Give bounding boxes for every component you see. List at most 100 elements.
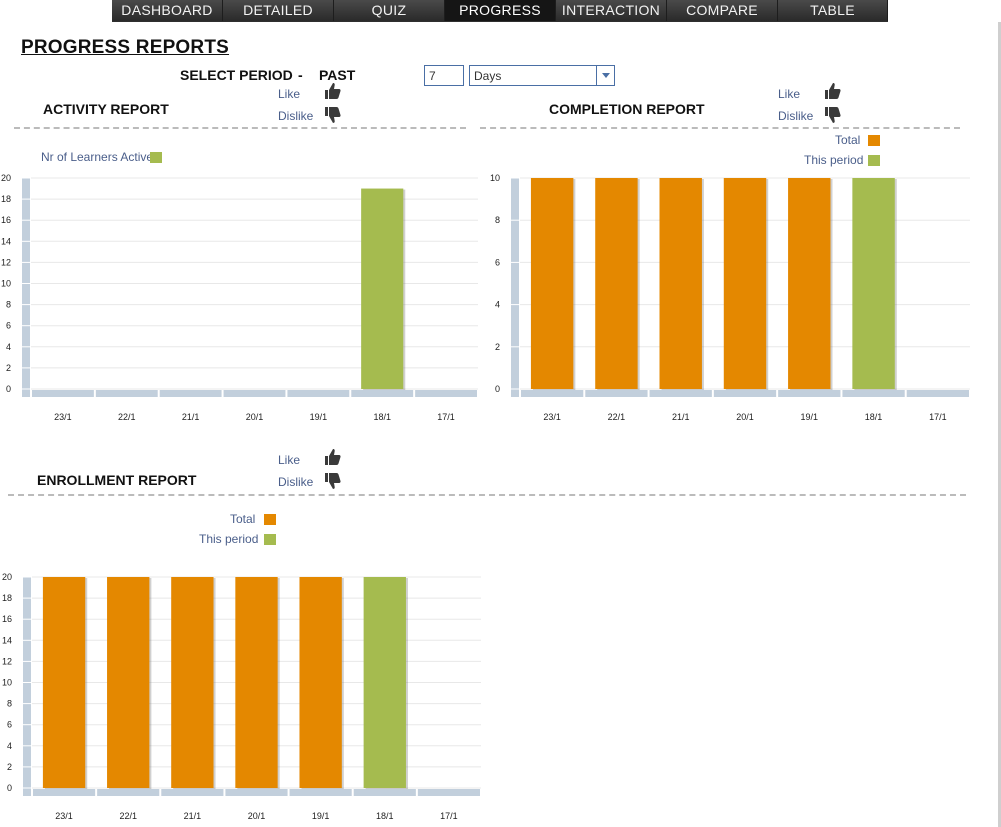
tab-progress[interactable]: PROGRESS [445, 0, 556, 21]
bar [363, 577, 406, 788]
x-tick-label: 17/1 [437, 412, 455, 422]
thumbs-down-icon[interactable] [323, 471, 343, 491]
y-tick-label: 10 [490, 173, 500, 183]
x-axis-segment [906, 390, 969, 397]
x-axis-segment [649, 390, 712, 397]
x-axis-segment [97, 789, 160, 796]
bar [723, 178, 767, 389]
enrollment-chart: 0 2 4 6 8 10 12 14 16 18 20 23/1 22/1 21/1 20/1 19/1 18/… [0, 568, 490, 827]
x-tick-label: 23/1 [55, 811, 73, 821]
right-edge-border [998, 22, 1001, 827]
enrollment-legend-period-swatch [264, 534, 276, 545]
chart-svg: 0 2 4 6 8 10 23/1 22/1 21/1 20/1 19/1 18/1 17/1 [490, 173, 970, 422]
x-tick-label: 22/1 [118, 412, 136, 422]
x-tick-label: 18/1 [376, 811, 394, 821]
y-tick-label: 10 [1, 279, 11, 289]
completion-legend-total-swatch [868, 135, 880, 146]
activity-chart: 0 2 4 6 8 10 12 14 16 18 20 23/1 22/1 21/1 20/1 19/1 18/… [0, 170, 490, 430]
completion-divider [480, 127, 960, 129]
y-tick-label: 16 [2, 614, 12, 624]
y-tick-label: 12 [2, 656, 12, 666]
period-unit-select[interactable]: Days [469, 65, 615, 86]
bar [107, 577, 150, 788]
tab-dashboard[interactable]: DASHBOARD [112, 0, 223, 21]
x-axis-segment [778, 390, 841, 397]
y-tick-label: 20 [2, 572, 12, 582]
tab-compare[interactable]: COMPARE [667, 0, 778, 21]
x-axis-segment [289, 789, 352, 796]
x-tick-label: 17/1 [929, 412, 947, 422]
bar [788, 178, 831, 389]
chart-svg: 0 2 4 6 8 10 12 14 16 18 20 23/1 22/1 21/1 20/1 19/1 18/… [1, 173, 478, 422]
activity-legend-swatch [150, 152, 162, 163]
x-tick-label: 21/1 [182, 412, 200, 422]
y-tick-label: 0 [6, 384, 11, 394]
x-axis-segment [225, 789, 288, 796]
period-unit-value: Days [474, 69, 502, 83]
x-tick-label: 18/1 [865, 412, 883, 422]
enrollment-report-title: ENROLLMENT REPORT [37, 472, 197, 488]
y-tick-label: 6 [6, 321, 11, 331]
bar [42, 577, 86, 788]
y-tick-label: 4 [7, 741, 12, 751]
x-tick-label: 19/1 [801, 412, 819, 422]
y-tick-label: 2 [495, 342, 500, 352]
x-axis-segment [33, 789, 96, 796]
y-tick-label: 18 [2, 593, 12, 603]
completion-legend-period-label: This period [804, 153, 864, 167]
top-bar: DASHBOARD DETAILED QUIZ PROGRESS INTERAC… [0, 0, 1001, 22]
enrollment-legend-period-label: This period [199, 532, 259, 546]
y-tick-label: 14 [2, 635, 12, 645]
y-axis-bar [511, 178, 519, 397]
tab-table[interactable]: TABLE [778, 0, 888, 21]
completion-legend-total-label: Total [835, 133, 861, 147]
y-tick-label: 12 [1, 257, 11, 267]
bar [659, 178, 702, 389]
x-axis-segment [223, 390, 286, 397]
tab-quiz[interactable]: QUIZ [334, 0, 445, 21]
x-tick-label: 23/1 [54, 412, 72, 422]
activity-dislike-label: Dislike [278, 109, 314, 123]
thumbs-down-icon[interactable] [823, 105, 843, 125]
activity-divider [14, 127, 466, 129]
activity-like-label: Like [278, 87, 301, 101]
y-tick-label: 0 [495, 384, 500, 394]
x-tick-label: 22/1 [608, 412, 626, 422]
x-tick-label: 17/1 [440, 811, 458, 821]
bar [171, 577, 214, 788]
chevron-down-icon[interactable] [596, 66, 614, 85]
tab-interaction[interactable]: INTERACTION [556, 0, 667, 21]
x-tick-label: 19/1 [310, 412, 328, 422]
completion-dislike-label: Dislike [778, 109, 814, 123]
thumbs-up-icon[interactable] [323, 81, 343, 101]
period-count-input[interactable] [424, 65, 464, 86]
y-tick-label: 8 [495, 215, 500, 225]
y-tick-label: 2 [7, 762, 12, 772]
activity-legend-label: Nr of Learners Active [41, 150, 154, 164]
x-axis-segment [415, 390, 477, 397]
x-axis-segment [713, 390, 777, 397]
y-tick-label: 10 [2, 678, 12, 688]
thumbs-up-icon[interactable] [323, 447, 343, 467]
x-axis-segment [159, 390, 222, 397]
y-axis-bar [23, 577, 31, 796]
period-past-label: PAST [319, 67, 356, 83]
thumbs-up-icon[interactable] [823, 81, 843, 101]
bar [530, 178, 574, 389]
completion-legend-period-swatch [868, 155, 880, 166]
page-title: PROGRESS REPORTS [21, 37, 230, 58]
thumbs-down-icon[interactable] [323, 105, 343, 125]
x-axis-segment [585, 390, 648, 397]
y-tick-label: 8 [7, 699, 12, 709]
x-axis-segment [842, 390, 905, 397]
x-tick-label: 20/1 [736, 412, 754, 422]
completion-report-title: COMPLETION REPORT [549, 101, 705, 117]
tab-detailed[interactable]: DETAILED [223, 0, 334, 21]
y-tick-label: 16 [1, 215, 11, 225]
x-tick-label: 20/1 [246, 412, 264, 422]
period-dash: - [298, 67, 303, 83]
chart-svg: 0 2 4 6 8 10 12 14 16 18 20 23/1 22/1 21/1 20/1 19/1 18/… [2, 572, 481, 821]
enrollment-dislike-label: Dislike [278, 475, 314, 489]
y-tick-label: 14 [1, 236, 11, 246]
x-tick-label: 21/1 [184, 811, 202, 821]
